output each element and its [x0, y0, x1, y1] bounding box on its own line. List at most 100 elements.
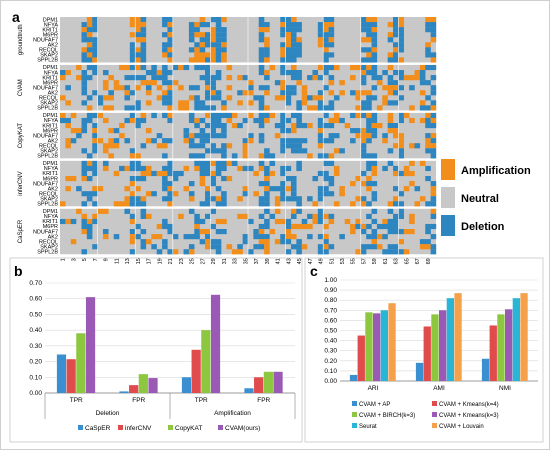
- heatmap-x-tick: 13: [125, 258, 131, 264]
- heatmap-x-tick: 59: [372, 258, 378, 264]
- heatmap-cell: [135, 27, 141, 33]
- bar-seurat: [446, 298, 455, 381]
- bar-cvam-birch-k-3-: [365, 312, 373, 381]
- heatmap-cell: [333, 148, 340, 154]
- heatmap-cell: [135, 100, 141, 106]
- heatmap-cell: [371, 70, 378, 76]
- heatmap-cell: [258, 37, 265, 43]
- heatmap-x-tick: 43: [286, 258, 292, 264]
- heatmap-cell: [135, 160, 141, 166]
- legend-swatch: [352, 412, 357, 417]
- heatmap-cell: [65, 117, 71, 124]
- heatmap-cell: [167, 90, 173, 96]
- heatmap-cell: [425, 176, 431, 182]
- heatmap-cell: [86, 17, 93, 23]
- heatmap-cell: [140, 117, 147, 124]
- heatmap-cell: [215, 186, 222, 192]
- heatmap-cell: [387, 148, 394, 154]
- heatmap-cell: [86, 153, 93, 159]
- heatmap-cell: [285, 90, 292, 96]
- group-label-deletion: Deletion: [96, 410, 120, 417]
- heatmap-cell: [387, 112, 394, 119]
- heatmap-cell: [199, 165, 206, 172]
- heatmap-cell: [430, 196, 437, 202]
- heatmap-cell: [242, 234, 249, 240]
- y-tick-label: 0.20: [324, 358, 337, 365]
- heatmap-cell: [323, 138, 329, 144]
- heatmap-cell: [140, 42, 147, 48]
- heatmap-cell: [414, 70, 421, 76]
- heatmap-cell: [113, 128, 120, 134]
- heatmap-cell: [258, 133, 265, 139]
- heatmap-cell: [81, 170, 88, 177]
- heatmap-cell: [350, 64, 356, 71]
- heatmap-cell: [194, 22, 200, 28]
- heatmap-cell: [221, 148, 227, 154]
- bar-cvam-ap: [481, 358, 490, 381]
- heatmap-cell: [350, 138, 356, 144]
- heatmap-cell: [65, 100, 71, 106]
- heatmap-cell: [290, 42, 297, 48]
- heatmap-cell: [355, 249, 361, 255]
- heatmap-cell: [398, 249, 404, 255]
- heatmap-cell: [129, 22, 136, 28]
- heatmap-cell: [280, 52, 286, 58]
- heatmap-cell: [237, 244, 243, 250]
- heatmap-cell: [264, 244, 270, 250]
- heatmap-cell: [205, 196, 211, 202]
- heatmap-cell: [366, 213, 372, 219]
- heatmap-cell: [285, 52, 292, 58]
- heatmap-cell: [425, 22, 431, 28]
- heatmap-cell: [366, 17, 372, 23]
- heatmap-cell: [221, 17, 227, 23]
- heatmap-cell: [393, 229, 399, 235]
- heatmap-cell: [317, 75, 324, 81]
- heatmap-cell: [414, 143, 421, 149]
- heatmap-cell: [285, 138, 292, 144]
- heatmap-cell: [264, 42, 270, 48]
- heatmap-cell: [317, 42, 324, 48]
- heatmap-cell: [430, 223, 437, 230]
- heatmap-cell: [285, 234, 292, 240]
- heatmap-cell: [210, 196, 216, 202]
- heatmap-cell: [86, 196, 93, 202]
- heatmap-cell: [398, 201, 404, 207]
- heatmap-cell: [199, 176, 206, 182]
- heatmap-cell: [205, 80, 211, 86]
- heatmap-cell: [81, 201, 88, 207]
- heatmap-cell: [371, 27, 378, 33]
- heatmap-cell: [323, 153, 329, 159]
- heatmap-cell: [355, 223, 361, 230]
- heatmap-cell: [371, 64, 378, 71]
- heatmap-cell: [183, 133, 190, 139]
- heatmap-cell: [393, 143, 399, 149]
- heatmap-cell: [355, 64, 361, 71]
- heatmap-cell: [221, 191, 227, 197]
- heatmap-x-tick: 45: [297, 258, 303, 264]
- bar-copykat: [76, 333, 86, 393]
- heatmap-cell: [162, 52, 168, 58]
- heatmap-cell: [258, 47, 265, 53]
- heatmap-cell: [92, 112, 98, 119]
- heatmap-cell: [86, 75, 93, 81]
- heatmap-cell: [264, 234, 270, 240]
- heatmap-cell: [86, 32, 93, 38]
- heatmap-cell: [140, 64, 147, 71]
- heatmap-cell: [280, 95, 286, 101]
- heatmap-cell: [280, 123, 286, 129]
- heatmap-cell: [323, 160, 329, 166]
- heatmap-cell: [151, 112, 157, 119]
- heatmap-cell: [371, 196, 378, 202]
- heatmap-cell: [215, 148, 222, 154]
- heatmap-cell: [92, 64, 98, 71]
- heatmap-cell: [296, 75, 302, 81]
- heatmap-cell: [430, 27, 437, 33]
- heatmap-cell: [398, 148, 404, 154]
- heatmap-cell: [258, 239, 265, 245]
- heatmap-cell: [215, 112, 222, 119]
- heatmap-cell: [140, 37, 147, 43]
- heatmap-cell: [280, 22, 286, 28]
- heatmap-cell: [145, 100, 152, 106]
- gene-label: RECQL: [39, 96, 58, 102]
- heatmap-cell: [285, 47, 292, 53]
